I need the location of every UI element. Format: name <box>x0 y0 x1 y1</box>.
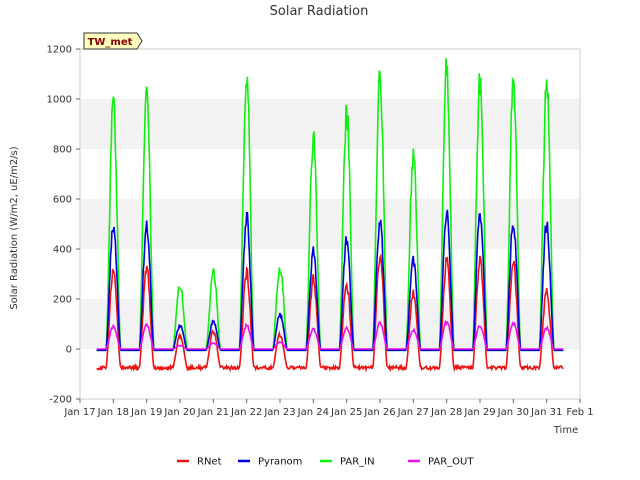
grid-band <box>80 99 580 149</box>
legend: RNet Pyranom PAR_IN PAR_OUT <box>177 457 474 468</box>
x-tick-label: Feb 1 <box>566 407 593 418</box>
x-tick-label: Jan 20 <box>163 407 195 418</box>
x-tick-label: Jan 17 <box>63 407 95 418</box>
y-tick-label: -200 <box>49 395 72 406</box>
legend-label: Pyranom <box>258 457 302 468</box>
x-tick-label: Jan 22 <box>230 407 262 418</box>
x-tick-label: Jan 29 <box>463 407 495 418</box>
grid-band <box>80 299 580 349</box>
y-tick-label: 1200 <box>47 45 72 56</box>
x-tick-label: Jan 25 <box>330 407 362 418</box>
x-tick-label: Jan 18 <box>97 407 129 418</box>
y-tick-label: 800 <box>53 145 72 156</box>
site-badge: TW_met <box>83 32 143 50</box>
y-axis-title: Solar Radiation (W/m2, uE/m2/s) <box>9 146 20 309</box>
legend-label: PAR_IN <box>340 457 375 468</box>
y-tick-label: 200 <box>53 295 72 306</box>
chart-title: Solar Radiation <box>270 4 369 19</box>
y-tick-label: 600 <box>53 195 72 206</box>
site-badge-label: TW_met <box>88 37 133 48</box>
plot-border <box>79 48 581 400</box>
y-tick-label: 400 <box>53 245 72 256</box>
x-tick-label: Jan 24 <box>297 407 329 418</box>
legend-label: PAR_OUT <box>428 457 474 468</box>
y-axis: -200 0 200 400 600 800 1000 1200 <box>47 45 80 406</box>
x-tick-label: Jan 23 <box>263 407 295 418</box>
x-axis: Jan 17 Jan 18 Jan 19 Jan 20 Jan 21 Jan 22 Jan … <box>63 399 594 418</box>
series-line-par-out <box>96 319 564 350</box>
x-tick-label: Jan 28 <box>430 407 462 418</box>
grid-bands <box>80 99 580 349</box>
series-line-pyranom <box>96 209 564 352</box>
x-tick-label: Jan 21 <box>197 407 229 418</box>
y-tick-label: 0 <box>66 345 72 356</box>
y-tick-label: 1000 <box>47 95 72 106</box>
x-tick-label: Jan 27 <box>397 407 429 418</box>
x-tick-label: Jan 19 <box>130 407 162 418</box>
x-tick-label: Jan 31 <box>530 407 562 418</box>
x-tick-label: Jan 26 <box>363 407 395 418</box>
x-tick-label: Jan 30 <box>497 407 529 418</box>
grid-band <box>80 199 580 249</box>
x-axis-title: Time <box>553 425 578 436</box>
legend-label: RNet <box>197 457 222 468</box>
series-layer <box>96 58 564 373</box>
plot-area <box>79 48 581 400</box>
site-badge-box <box>83 32 143 50</box>
